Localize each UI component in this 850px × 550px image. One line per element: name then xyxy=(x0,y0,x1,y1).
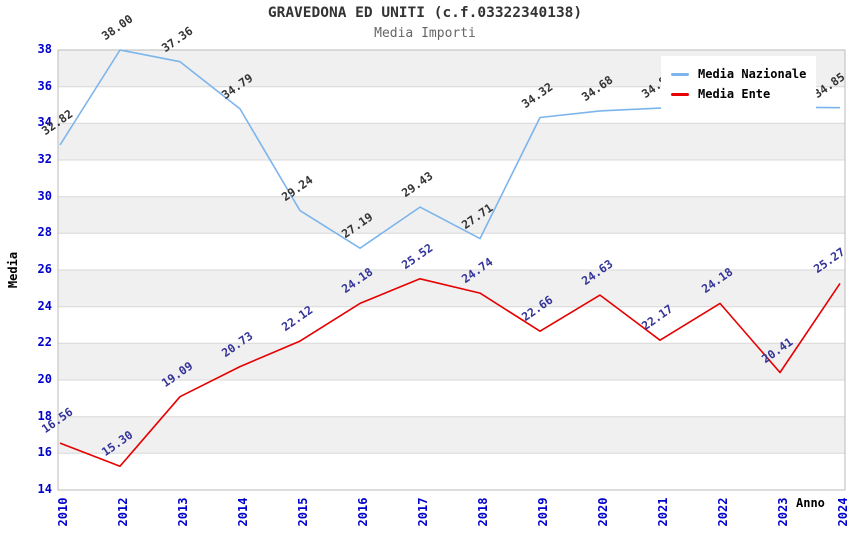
legend-item-media-ente[interactable]: Media Ente xyxy=(671,86,806,102)
x-axis-title: Anno xyxy=(796,496,825,510)
legend: Media Nazionale Media Ente xyxy=(661,56,817,112)
media-ente-line-swatch-icon xyxy=(671,92,689,96)
y-axis-title: Media xyxy=(6,251,20,289)
legend-label-media-nazionale: Media Nazionale xyxy=(698,67,807,81)
media-nazionale-line-swatch-icon xyxy=(671,72,689,76)
chart-title: GRAVEDONA ED UNITI (c.f.03322340138) xyxy=(267,5,583,21)
grid-band xyxy=(58,270,845,307)
chart-subtitle: Media Importi xyxy=(374,26,476,41)
plot-border xyxy=(57,49,846,491)
grid-band xyxy=(58,416,845,454)
grid-band xyxy=(58,123,845,160)
media-ente-line xyxy=(59,277,841,468)
legend-item-media-nazionale[interactable]: Media Nazionale xyxy=(671,66,806,82)
legend-label-media-ente: Media Ente xyxy=(698,87,771,101)
grid-band xyxy=(58,343,845,380)
grid-band xyxy=(58,196,845,234)
